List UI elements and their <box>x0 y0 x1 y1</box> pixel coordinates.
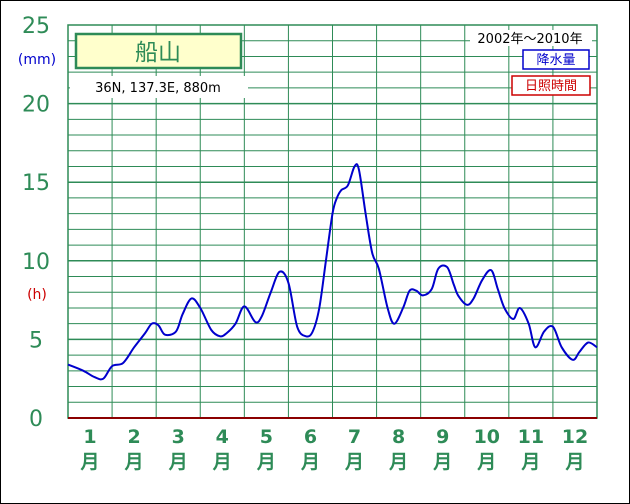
subtitle-background <box>70 76 248 98</box>
x-tick-month-number: 5 <box>260 426 273 448</box>
legend-precipitation: 降水量 <box>536 53 575 68</box>
y-tick-label: 25 <box>22 14 50 39</box>
title-box <box>74 32 243 70</box>
x-tick-month-number: 7 <box>348 426 361 448</box>
x-tick-month-number: 9 <box>436 426 449 448</box>
y-unit-top: (mm) <box>18 52 56 68</box>
x-tick-month-number: 6 <box>304 426 317 448</box>
y-tick-label: 10 <box>22 250 50 275</box>
period-label: 2002年〜2010年 <box>477 32 582 47</box>
legend-precipitation-box <box>522 49 590 70</box>
x-tick-month-label: 月 <box>80 451 100 473</box>
x-tick-month-number: 2 <box>128 426 141 448</box>
grid <box>67 24 598 419</box>
x-tick-month-label: 月 <box>300 451 320 473</box>
y-tick-label: 5 <box>29 328 43 353</box>
legend-sunshine: 日照時間 <box>525 79 577 94</box>
y-tick-label: 0 <box>29 407 43 432</box>
x-tick-month-number: 11 <box>518 426 544 448</box>
chart-subtitle: 36N, 137.3E, 880m <box>95 81 221 96</box>
x-tick-month-label: 月 <box>564 451 584 473</box>
x-tick-month-number: 10 <box>474 426 500 448</box>
x-tick-month-number: 1 <box>83 426 96 448</box>
x-tick-month-number: 4 <box>216 426 229 448</box>
x-tick-month-label: 月 <box>124 451 144 473</box>
x-tick-month-number: 3 <box>172 426 185 448</box>
series-layer <box>67 163 598 381</box>
y-unit-mid: (h) <box>27 287 47 303</box>
series-line-0 <box>67 163 598 381</box>
chart-title: 船山 <box>135 40 181 66</box>
period-background <box>470 30 592 46</box>
y-tick-label: 15 <box>22 171 50 196</box>
y-axis-ticks: 0 5 10 15 20 25 <box>22 14 50 432</box>
x-tick-month-label: 月 <box>344 451 364 473</box>
x-tick-month-label: 月 <box>256 451 276 473</box>
x-axis-ticks: 1 月 2 月 3 月 4 月 5 月 6 月 7 月 8 月 9 月 10 月 11 月 12 月 <box>80 426 589 473</box>
x-tick-month-label: 月 <box>476 451 496 473</box>
x-tick-month-number: 12 <box>562 426 588 448</box>
x-tick-month-label: 月 <box>168 451 188 473</box>
y-tick-label: 20 <box>22 93 50 118</box>
x-tick-month-label: 月 <box>432 451 452 473</box>
x-tick-month-label: 月 <box>212 451 232 473</box>
x-tick-month-number: 8 <box>392 426 405 448</box>
x-tick-month-label: 月 <box>388 451 408 473</box>
x-tick-month-label: 月 <box>520 451 540 473</box>
legend-sunshine-box <box>511 75 591 96</box>
